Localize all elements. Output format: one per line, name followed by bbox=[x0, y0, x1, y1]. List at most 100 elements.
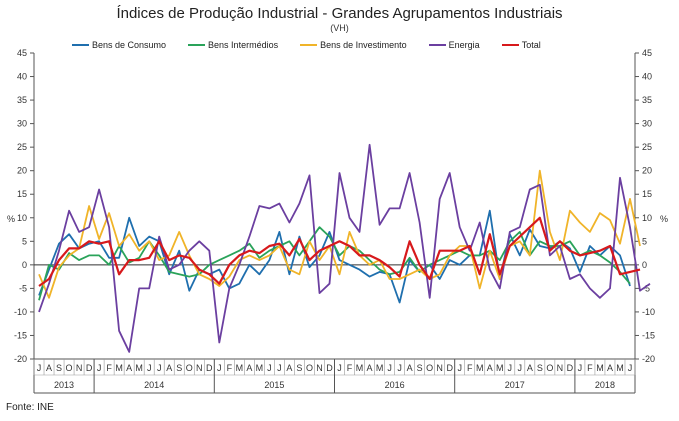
right-y-tick-label: 25 bbox=[642, 142, 652, 152]
month-label: A bbox=[487, 363, 493, 373]
right-y-tick-label: 0 bbox=[642, 260, 647, 270]
legend-swatch bbox=[188, 44, 206, 46]
right-y-tick-label: 15 bbox=[642, 189, 652, 199]
chart-title: Índices de Produção Industrial - Grandes… bbox=[116, 5, 563, 22]
right-y-tick-label: 45 bbox=[642, 48, 652, 58]
month-label: F bbox=[227, 363, 233, 373]
month-label: J bbox=[157, 363, 162, 373]
right-y-tick-label: 10 bbox=[642, 213, 652, 223]
legend-swatch bbox=[501, 44, 519, 46]
month-label: J bbox=[628, 363, 633, 373]
source-note: Fonte: INE bbox=[6, 402, 54, 413]
month-label: N bbox=[196, 363, 203, 373]
month-label: M bbox=[476, 363, 484, 373]
month-label: O bbox=[186, 363, 193, 373]
month-label: M bbox=[135, 363, 143, 373]
legend-item-bens-de-investimento: Bens de Investimento bbox=[300, 40, 407, 50]
chart-legend: Bens de Consumo Bens Intermédios Bens de I… bbox=[72, 38, 563, 52]
month-label: D bbox=[446, 363, 453, 373]
month-label: O bbox=[546, 363, 553, 373]
month-label: M bbox=[256, 363, 264, 373]
month-label: A bbox=[286, 363, 292, 373]
chart-subtitle: (VH) bbox=[330, 23, 349, 33]
series-line-energia bbox=[38, 143, 651, 353]
legend-item-bens-de-consumo: Bens de Consumo bbox=[72, 40, 166, 50]
month-label: D bbox=[86, 363, 93, 373]
left-y-tick-label: -15 bbox=[14, 330, 27, 340]
month-label: M bbox=[596, 363, 604, 373]
left-y-tick-label: 10 bbox=[17, 213, 27, 223]
legend-label: Bens de Consumo bbox=[92, 40, 167, 50]
right-y-tick-label: -20 bbox=[642, 354, 655, 364]
left-y-tick-label: 0 bbox=[22, 260, 27, 270]
month-label: J bbox=[337, 363, 342, 373]
month-label: J bbox=[217, 363, 222, 373]
month-label: S bbox=[417, 363, 423, 373]
month-label: A bbox=[527, 363, 533, 373]
month-label: J bbox=[277, 363, 282, 373]
month-label: A bbox=[407, 363, 413, 373]
year-label: 2015 bbox=[264, 380, 284, 390]
month-label: D bbox=[206, 363, 213, 373]
legend-label: Energia bbox=[448, 40, 480, 50]
month-label: D bbox=[567, 363, 574, 373]
left-y-tick-label: -5 bbox=[19, 283, 27, 293]
month-label: M bbox=[236, 363, 244, 373]
right-y-tick-label: 5 bbox=[642, 236, 647, 246]
month-label: M bbox=[356, 363, 364, 373]
month-label: O bbox=[426, 363, 433, 373]
month-label: S bbox=[537, 363, 543, 373]
month-label: A bbox=[166, 363, 172, 373]
year-label: 2014 bbox=[144, 380, 164, 390]
month-label: F bbox=[106, 363, 112, 373]
month-label: O bbox=[306, 363, 313, 373]
year-label: 2016 bbox=[385, 380, 405, 390]
year-label: 2017 bbox=[505, 380, 525, 390]
month-label: S bbox=[296, 363, 302, 373]
left-y-unit-label: % bbox=[7, 214, 15, 224]
legend-swatch bbox=[428, 44, 446, 46]
year-label: 2018 bbox=[595, 380, 615, 390]
month-label: S bbox=[176, 363, 182, 373]
month-label: A bbox=[126, 363, 132, 373]
month-label: N bbox=[316, 363, 323, 373]
series-line-bens-intermedios bbox=[38, 226, 631, 301]
series-line-total bbox=[38, 216, 641, 287]
month-label: N bbox=[436, 363, 443, 373]
right-y-tick-label: -15 bbox=[642, 330, 655, 340]
month-label: F bbox=[347, 363, 353, 373]
month-label: J bbox=[397, 363, 402, 373]
month-label: N bbox=[76, 363, 83, 373]
right-y-tick-label: 35 bbox=[642, 95, 652, 105]
month-label: M bbox=[115, 363, 123, 373]
right-y-tick-label: 20 bbox=[642, 166, 652, 176]
month-label: A bbox=[46, 363, 52, 373]
right-y-tick-label: 40 bbox=[642, 72, 652, 82]
month-label: J bbox=[267, 363, 272, 373]
legend-swatch bbox=[300, 44, 318, 46]
month-label: O bbox=[66, 363, 73, 373]
month-label: J bbox=[147, 363, 152, 373]
legend-label: Total bbox=[521, 40, 541, 50]
month-label: J bbox=[518, 363, 523, 373]
month-label: J bbox=[457, 363, 462, 373]
left-y-tick-label: -10 bbox=[14, 307, 27, 317]
left-y-tick-label: 30 bbox=[17, 119, 27, 129]
month-label: J bbox=[387, 363, 392, 373]
left-y-tick-label: 20 bbox=[17, 166, 27, 176]
right-y-tick-label: -5 bbox=[642, 283, 650, 293]
right-y-unit-label: % bbox=[660, 214, 668, 224]
left-y-tick-label: -20 bbox=[14, 354, 27, 364]
month-label: J bbox=[37, 363, 42, 373]
series-line-bens-de-investimento bbox=[38, 169, 641, 299]
month-label: A bbox=[367, 363, 373, 373]
right-y-tick-label: -10 bbox=[642, 307, 655, 317]
year-label: 2013 bbox=[54, 380, 74, 390]
left-y-tick-label: 25 bbox=[17, 142, 27, 152]
month-label: M bbox=[376, 363, 384, 373]
left-y-tick-label: 40 bbox=[17, 72, 27, 82]
month-label: M bbox=[496, 363, 504, 373]
left-y-tick-label: 35 bbox=[17, 95, 27, 105]
legend-item-energia: Energia bbox=[428, 40, 480, 50]
